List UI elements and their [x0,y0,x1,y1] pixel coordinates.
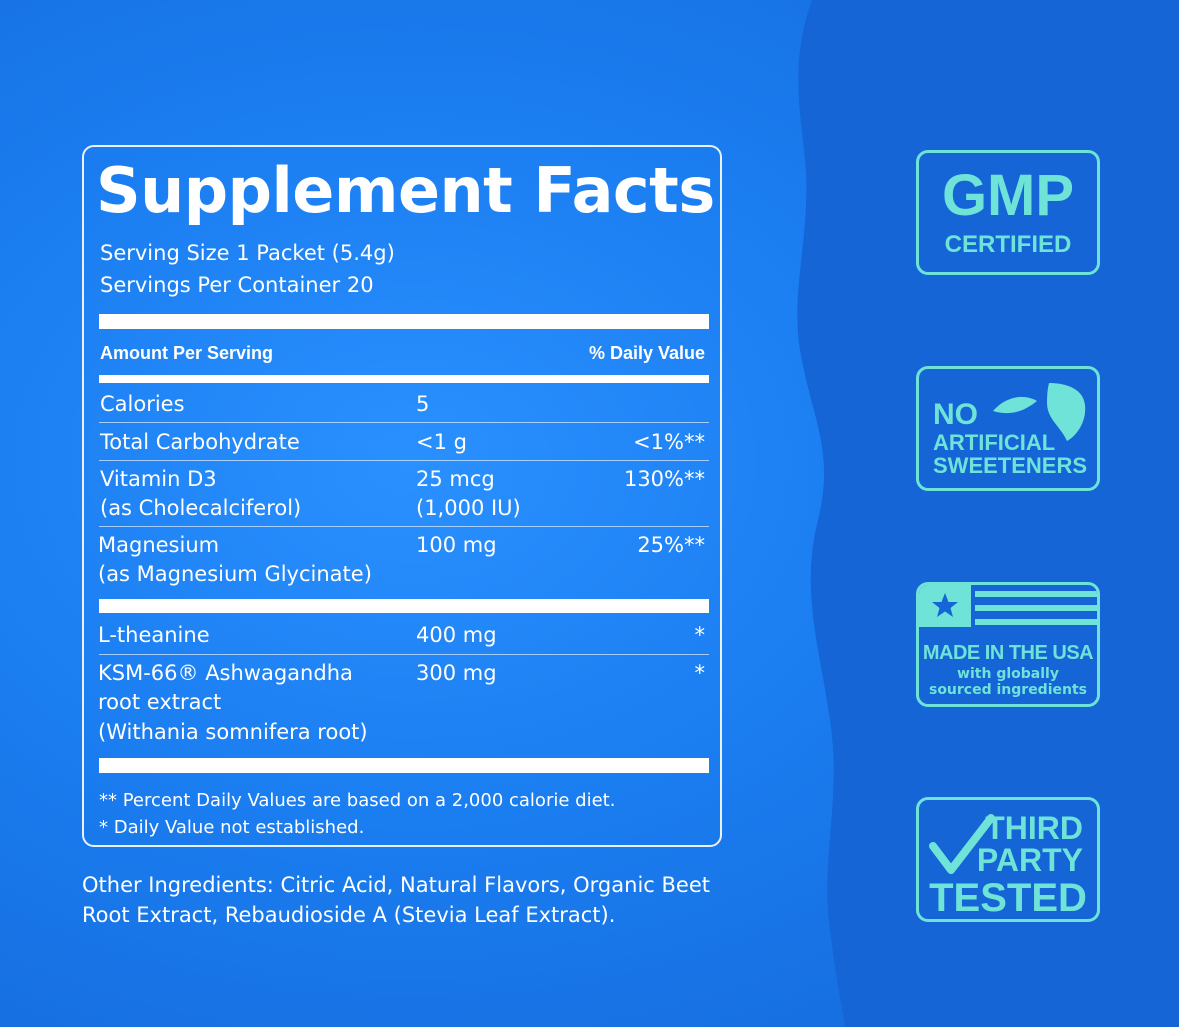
party-label: PARTY [976,842,1083,878]
servings-per-container: Servings Per Container 20 [100,273,374,297]
flag-icon [919,585,1097,627]
row-ashwagandha-name-latin: (Withania somnifera root) [98,720,368,744]
third-party-tested-badge: THIRD PARTY TESTED [916,797,1100,922]
row-ashwagandha-amount: 300 mg [416,661,497,685]
amount-per-serving-header: Amount Per Serving [100,343,274,363]
made-in-usa-badge: MADE IN THE USA with globally sourced in… [916,582,1100,707]
other-ingredients: Other Ingredients: Citric Acid, Natural … [82,873,710,927]
medium-divider [99,375,709,383]
row-vitd-amount: 25 mcg [416,467,495,491]
daily-value-header: % Daily Value [588,343,705,363]
row-calories-amount: 5 [416,392,430,416]
third-label: THIRD [985,810,1083,846]
gmp-label: GMP [941,163,1075,228]
row-carb-amount: <1 g [416,430,467,454]
sweeteners-label: SWEETENERS [933,453,1088,478]
artificial-label: ARTIFICIAL [933,430,1056,455]
gmp-certified-badge: GMP CERTIFIED [916,150,1100,275]
leaf-icon [993,383,1086,441]
row-ltheanine-amount: 400 mg [416,623,497,647]
serving-size: Serving Size 1 Packet (5.4g) [100,241,395,265]
row-ltheanine-name: L-theanine [98,623,210,647]
row-vitd-dv: 130%** [623,467,705,491]
thick-divider [99,758,709,773]
globally-label: with globally [957,666,1059,682]
sourced-label: sourced ingredients [928,682,1087,698]
no-artificial-sweeteners-badge: NO ARTIFICIAL SWEETENERS [916,366,1100,491]
tested-label: TESTED [929,876,1087,920]
footnote-not-established: * Daily Value not established. [99,817,365,838]
row-magnesium-name: Magnesium [98,533,220,557]
row-ashwagandha-name: KSM-66® Ashwagandha [98,661,353,685]
thick-divider [99,314,709,329]
row-carb-name: Total Carbohydrate [100,430,300,454]
checkmark-icon [929,814,995,874]
row-divider [99,422,709,423]
row-vitd-name-sub: (as Cholecalciferol) [100,496,302,520]
supplement-facts-title: Supplement Facts [96,154,715,227]
certified-label: CERTIFIED [944,231,1072,258]
row-vitd-amount-iu: (1,000 IU) [416,496,521,520]
thick-divider [99,599,709,613]
row-ashwagandha-name-sub: root extract [98,690,222,714]
row-vitd-name: Vitamin D3 [100,467,217,491]
row-magnesium-name-sub: (as Magnesium Glycinate) [98,562,372,586]
row-divider [99,460,709,461]
row-carb-dv: <1%** [633,430,705,454]
row-magnesium-dv: 25%** [637,533,705,557]
no-label: NO [933,398,978,431]
supplement-facts-panel: Supplement Facts Serving Size 1 Packet (… [82,145,722,847]
row-magnesium-amount: 100 mg [416,533,497,557]
footnote-daily-values: ** Percent Daily Values are based on a 2… [99,790,616,811]
row-divider [99,654,709,655]
row-ltheanine-dv: * [694,623,706,647]
row-divider [99,526,709,527]
made-in-usa-label: MADE IN THE USA [922,642,1094,664]
row-calories-name: Calories [100,392,185,416]
row-ashwagandha-dv: * [694,661,706,685]
